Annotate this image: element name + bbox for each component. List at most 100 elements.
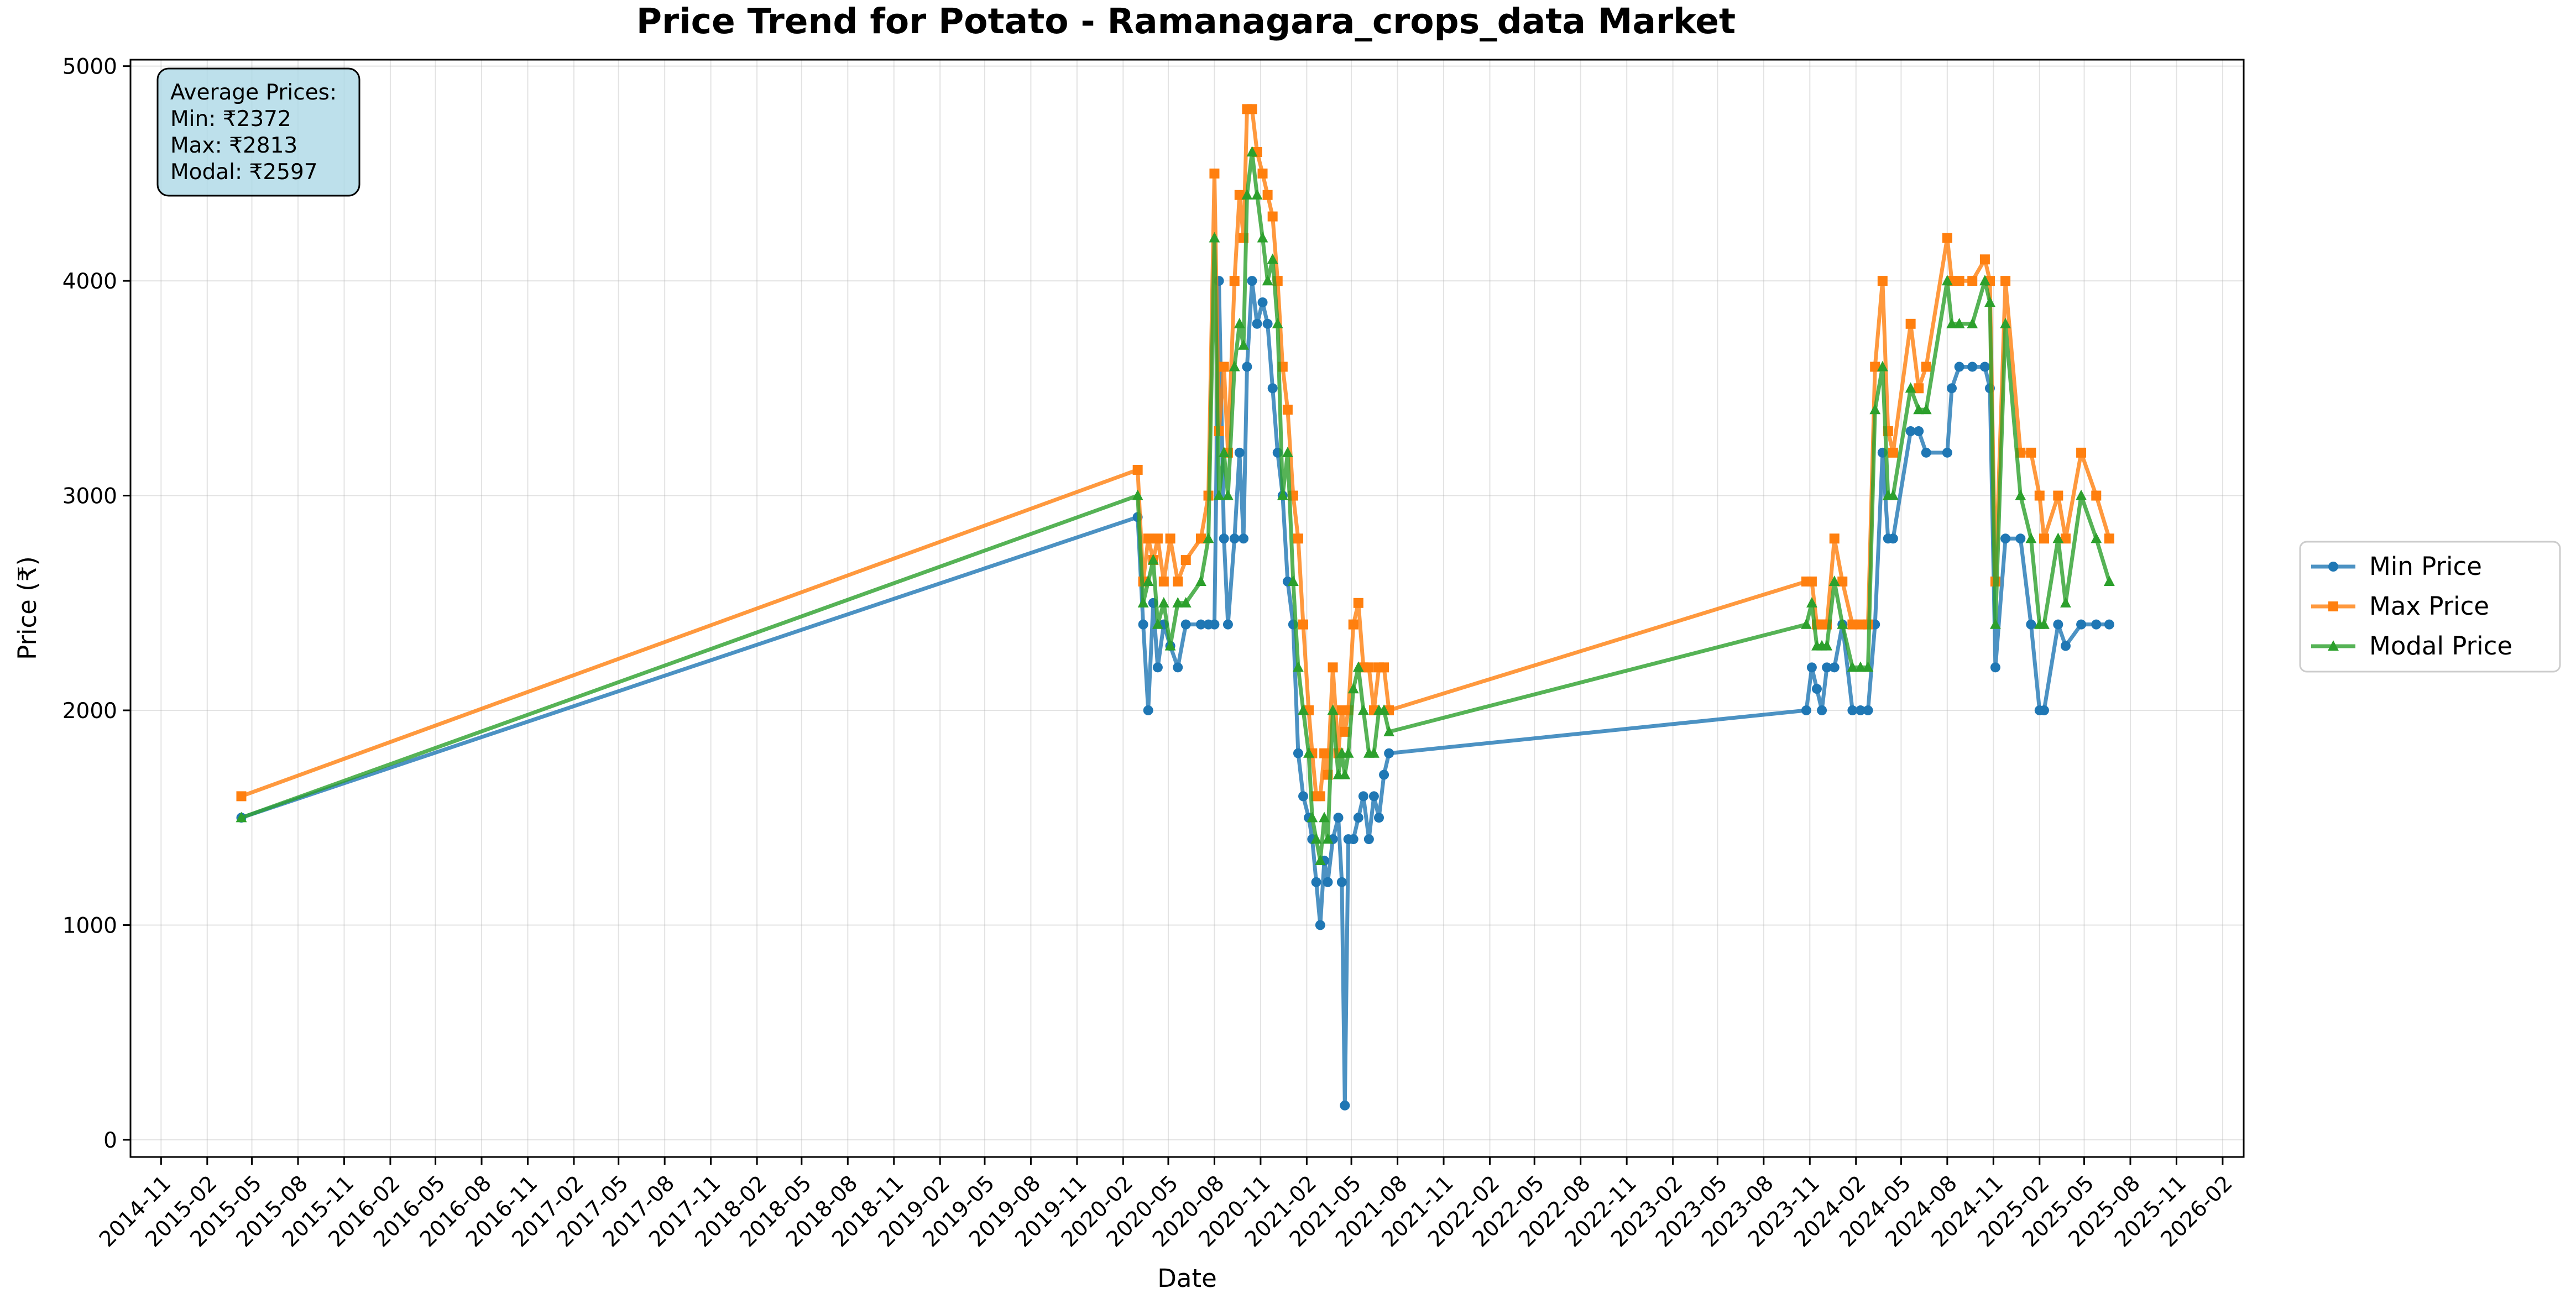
data-point (1152, 533, 1163, 544)
data-point (1340, 726, 1350, 737)
y-tick-label: 2000 (62, 699, 117, 724)
data-point (1806, 576, 1817, 587)
data-point (1132, 489, 1143, 500)
average-max-price: Max: ₹2813 (170, 133, 297, 158)
series-modal-price (236, 146, 2115, 866)
data-point (1828, 575, 1840, 587)
data-point (1262, 275, 1273, 286)
data-point (1262, 190, 1273, 200)
data-point (1287, 575, 1299, 587)
data-point (1979, 362, 1990, 372)
plot-frame (129, 59, 2245, 1158)
data-point (1921, 447, 1931, 458)
data-point (1379, 769, 1389, 780)
data-point (1821, 640, 1833, 651)
data-point (2039, 618, 2050, 629)
data-point (2052, 532, 2064, 543)
legend: Min Price Max Price Modal Price (2299, 541, 2561, 673)
data-point (1257, 168, 1268, 179)
data-point (1165, 533, 1175, 544)
data-point (1267, 253, 1278, 264)
data-point (1195, 575, 1206, 587)
data-point (1158, 596, 1169, 608)
data-point (1847, 661, 1858, 672)
legend-label: Modal Price (2369, 631, 2512, 661)
data-point (1152, 618, 1163, 629)
data-point (1298, 704, 1309, 715)
data-point (1357, 704, 1369, 715)
data-point (1257, 232, 1268, 243)
data-point (1806, 596, 1817, 608)
data-point (1147, 554, 1159, 565)
data-point (2015, 533, 2026, 544)
data-point (1378, 704, 1389, 715)
data-point (1257, 297, 1268, 307)
data-point (1348, 834, 1358, 845)
data-point (1319, 811, 1330, 823)
data-point (1158, 576, 1169, 587)
data-point (1327, 704, 1339, 715)
data-point (2103, 575, 2115, 587)
data-point (1173, 576, 1183, 587)
data-point (1954, 362, 1964, 372)
data-point (1942, 447, 1952, 458)
data-point (1241, 189, 1253, 200)
data-point (1246, 146, 1258, 157)
data-point (1967, 362, 1978, 372)
series-layer (236, 104, 2115, 1111)
legend-entry: Min Price (2311, 552, 2482, 581)
data-point (1180, 596, 1192, 608)
chart-title: Price Trend for Potato - Ramanagara_crop… (636, 1, 1736, 41)
data-point (2060, 533, 2071, 544)
data-point (1164, 640, 1176, 651)
data-point (1862, 661, 1874, 672)
legend-swatch-marker (2328, 601, 2338, 611)
data-point (1152, 662, 1163, 673)
data-point (2076, 489, 2087, 500)
data-point (1905, 382, 1916, 393)
average-prices-box: Average Prices: Min: ₹2372 Max: ₹2813 Mo… (156, 67, 360, 197)
legend-entry: Modal Price (2311, 631, 2512, 661)
data-point (2053, 619, 2063, 630)
data-point (1339, 768, 1351, 779)
data-point (1383, 726, 1395, 736)
data-point (1905, 426, 1916, 437)
data-point (2025, 532, 2037, 543)
data-point (1829, 533, 1840, 544)
average-modal-price: Modal: ₹2597 (170, 160, 318, 185)
data-point (1920, 404, 1932, 415)
data-point (1855, 661, 1866, 672)
data-point (1967, 317, 1978, 328)
data-point (1143, 705, 1153, 716)
data-point (236, 811, 247, 823)
data-point (2060, 641, 2071, 651)
data-point (1218, 447, 1230, 457)
data-point (1374, 813, 1384, 823)
y-axis-label: Price (₹) (13, 556, 42, 660)
data-point (1303, 747, 1314, 758)
data-point (1801, 618, 1812, 629)
data-point (2039, 705, 2049, 716)
legend-entry: Max Price (2311, 591, 2489, 621)
y-tick-label: 3000 (62, 484, 117, 509)
data-point (1298, 619, 1309, 630)
data-point (1817, 705, 1827, 716)
data-point (1855, 705, 1866, 716)
data-point (1239, 533, 1249, 544)
data-point (1914, 426, 1924, 437)
data-point (2076, 619, 2087, 630)
data-point (1213, 489, 1225, 500)
data-point (1869, 404, 1881, 415)
data-point (1947, 383, 1957, 394)
data-point (1363, 834, 1374, 845)
data-point (1322, 833, 1334, 844)
data-point (1229, 533, 1240, 544)
data-point (1887, 489, 1899, 500)
x-axis-label: Date (1157, 1264, 1217, 1293)
data-point (1941, 275, 1953, 286)
data-point (1328, 662, 1338, 673)
data-point (1811, 684, 1822, 694)
data-point (2034, 490, 2045, 501)
data-point (1234, 317, 1245, 328)
